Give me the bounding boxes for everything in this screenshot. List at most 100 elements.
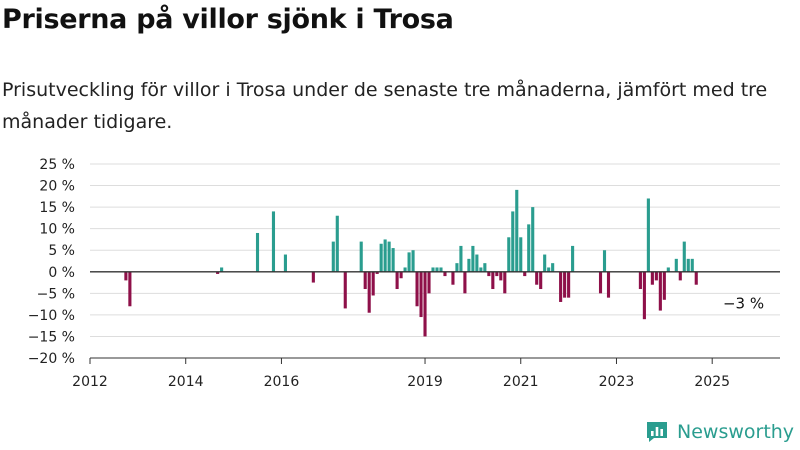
bar (124, 271, 128, 281)
bar (391, 248, 395, 272)
bar (371, 271, 375, 296)
bar (479, 267, 483, 272)
bar (395, 271, 399, 290)
bar (427, 271, 431, 294)
bar (387, 241, 391, 272)
bar (399, 271, 403, 279)
bar (646, 198, 650, 272)
bar (331, 241, 335, 272)
bar (439, 267, 443, 272)
bar (563, 271, 567, 298)
y-axis-tick-labels: 25 % 20 % 15 % 10 % 5 % 0 % −5 % −10 % −15 % −20 … (28, 157, 75, 367)
bar (571, 245, 575, 272)
bar (363, 271, 367, 290)
bar (375, 271, 379, 274)
annotations: −3 % (723, 294, 764, 312)
bar (523, 271, 527, 277)
y-tick-label: 10 % (39, 222, 75, 238)
y-tick-label: 5 % (48, 243, 75, 259)
latest-value-annotation: −3 % (723, 294, 764, 312)
bar (311, 271, 315, 283)
x-tick-label: 2021 (503, 374, 539, 390)
y-tick-label: 15 % (39, 200, 75, 216)
bar (216, 271, 220, 274)
bar (495, 271, 499, 277)
bar (443, 271, 447, 277)
x-axis-tick-labels: 2012 2014 2016 2019 2021 2023 2025 (72, 358, 730, 390)
bar (379, 243, 383, 272)
bar (491, 271, 495, 290)
bar (539, 271, 543, 290)
bar (435, 267, 439, 272)
y-tick-label: −20 % (28, 351, 75, 367)
bar (519, 237, 523, 272)
bar (459, 245, 463, 272)
bar (642, 271, 646, 320)
bar (551, 263, 555, 272)
bar (475, 254, 479, 272)
y-tick-label: 20 % (39, 179, 75, 195)
grid-lines (90, 163, 780, 359)
brand-logo: Newsworthy (645, 420, 794, 444)
bar (507, 237, 511, 272)
bar (431, 267, 435, 272)
bar (383, 239, 387, 272)
bar (283, 254, 287, 272)
bar (686, 258, 690, 272)
bar (271, 211, 276, 272)
y-tick-label: −10 % (28, 308, 75, 324)
bar (455, 263, 459, 272)
bar (543, 254, 547, 272)
bar (487, 271, 491, 277)
x-tick-label: 2016 (264, 374, 300, 390)
bar (359, 241, 363, 272)
bar (343, 271, 347, 309)
x-axis (90, 271, 780, 359)
x-tick-label: 2012 (72, 374, 108, 390)
bar (547, 267, 551, 272)
bar (662, 271, 666, 300)
bar (335, 215, 339, 272)
y-tick-label: 25 % (39, 157, 75, 173)
bar (451, 271, 455, 285)
x-tick-label: 2019 (407, 374, 443, 390)
bar (674, 258, 678, 272)
bar (658, 271, 662, 311)
chart-title: Priserna på villor sjönk i Trosa (2, 4, 454, 35)
bar (598, 271, 603, 294)
bar (567, 271, 571, 298)
bars (124, 189, 698, 337)
x-tick-label: 2014 (168, 374, 204, 390)
bar (527, 224, 531, 272)
bar (471, 245, 475, 272)
bar (606, 271, 611, 298)
bar (467, 258, 471, 272)
bar (602, 250, 607, 272)
bar (403, 267, 407, 272)
bar (255, 232, 260, 272)
x-tick-label: 2025 (694, 374, 730, 390)
bar (559, 271, 563, 302)
y-tick-label: −5 % (37, 286, 75, 302)
bar (419, 271, 423, 318)
bar (463, 271, 467, 294)
brand-name: Newsworthy (677, 421, 795, 443)
bar (511, 211, 515, 272)
y-tick-label: 0 % (48, 265, 75, 281)
bar (515, 189, 519, 272)
bar (531, 207, 535, 272)
bar (415, 271, 419, 307)
bar (499, 271, 503, 281)
bar (411, 250, 415, 272)
bar (694, 271, 698, 285)
bar (128, 271, 132, 307)
bar (678, 271, 682, 281)
chart-subtitle: Prisutveckling för villor i Trosa under … (2, 79, 768, 133)
x-tick-label: 2023 (599, 374, 635, 390)
bar (654, 271, 658, 281)
bar (407, 252, 411, 272)
bar (367, 271, 371, 313)
y-tick-label: −15 % (28, 329, 75, 345)
bar (535, 271, 539, 285)
